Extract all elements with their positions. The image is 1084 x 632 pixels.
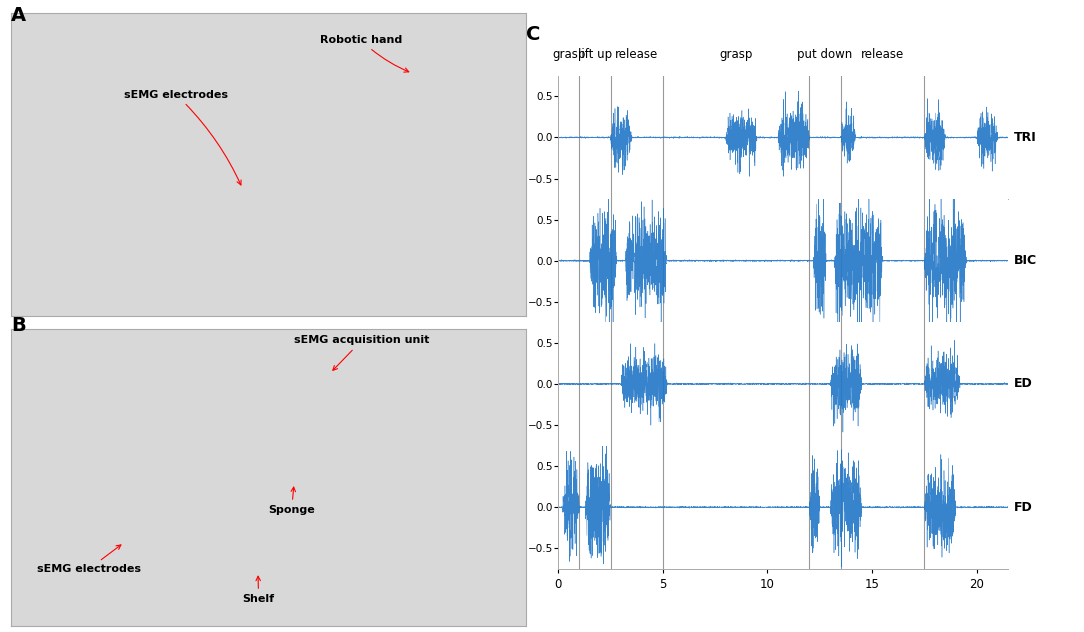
Text: grasp: grasp [720, 48, 752, 61]
Text: sEMG electrodes: sEMG electrodes [124, 90, 241, 185]
Text: Robotic hand: Robotic hand [320, 35, 409, 72]
Text: lift up: lift up [578, 48, 612, 61]
Text: sEMG acquisition unit: sEMG acquisition unit [294, 336, 429, 370]
Text: release: release [861, 48, 904, 61]
Text: grasp: grasp [552, 48, 585, 61]
Text: B: B [11, 316, 26, 335]
Text: release: release [615, 48, 658, 61]
Text: BIC: BIC [1014, 254, 1036, 267]
Text: FD: FD [1014, 501, 1032, 514]
Text: C: C [526, 25, 540, 44]
Text: Shelf: Shelf [243, 576, 274, 604]
Text: ED: ED [1014, 377, 1032, 391]
Text: Sponge: Sponge [268, 487, 315, 515]
Text: sEMG electrodes: sEMG electrodes [37, 545, 141, 574]
Text: TRI: TRI [1014, 131, 1036, 144]
Text: put down: put down [798, 48, 853, 61]
Text: A: A [11, 6, 26, 25]
